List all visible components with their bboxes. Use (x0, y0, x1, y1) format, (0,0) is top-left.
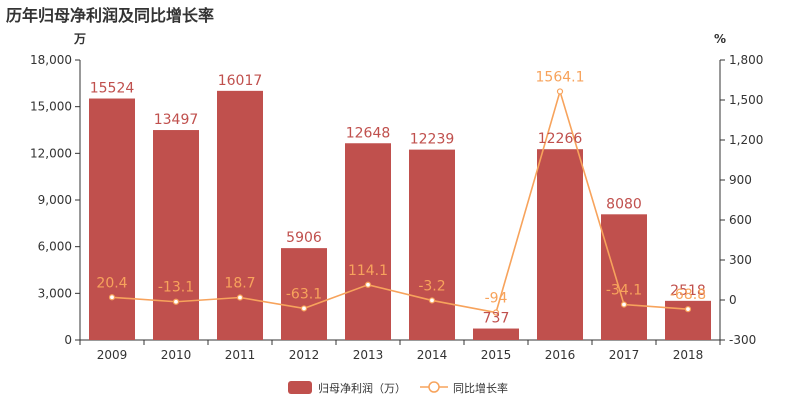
x-tick-label: 2009 (97, 348, 128, 362)
bar-value-label: 12266 (538, 131, 583, 147)
x-tick-label: 2013 (353, 348, 384, 362)
growth-point (108, 294, 116, 301)
bar (153, 130, 199, 340)
legend-line-marker (428, 381, 440, 393)
growth-point (300, 305, 308, 312)
right-tick-label: 0 (729, 293, 737, 307)
bar (473, 328, 519, 340)
growth-line-path (111, 88, 689, 314)
legend-bar-swatch (288, 381, 312, 394)
bar-value-label: 15524 (90, 81, 135, 97)
right-tick-label: 900 (729, 173, 752, 187)
bar (537, 149, 583, 340)
bar-value-label: 13497 (154, 112, 199, 128)
axes: 万 % 0 3,000 6,000 9,000 12,000 15,000 18,000 -300… (30, 32, 763, 362)
bar (601, 214, 647, 340)
x-tick-label: 2010 (161, 348, 192, 362)
right-axis-unit: % (714, 32, 726, 46)
x-tick-label: 2011 (225, 348, 256, 362)
data-labels: 15524 13497 16017 5906 12648 12239 737 12266 808… (90, 69, 706, 326)
x-tick-label: 2018 (673, 348, 704, 362)
right-tick-label: 300 (729, 253, 752, 267)
growth-value-label: -3.2 (418, 278, 445, 294)
bar (409, 149, 455, 340)
x-tick-label: 2012 (289, 348, 320, 362)
left-tick-label: 9,000 (38, 193, 72, 207)
growth-value-label: -94 (485, 291, 508, 307)
bar-value-label: 2518 (670, 283, 706, 299)
growth-value-label: 20.4 (96, 275, 127, 291)
growth-value-label: -68.8 (670, 287, 706, 303)
bar-value-label: 737 (483, 311, 510, 327)
chart-title: 历年归母净利润及同比增长率 (6, 6, 215, 25)
bar (217, 90, 263, 340)
left-axis-unit: 万 (73, 32, 86, 46)
bar-value-label: 8080 (606, 196, 642, 212)
bar (281, 248, 327, 340)
right-tick-label: 600 (729, 213, 752, 227)
growth-point (620, 301, 628, 308)
right-tick-label: 1,800 (729, 53, 763, 67)
bar-value-label: 5906 (286, 230, 322, 246)
growth-value-label: -63.1 (286, 286, 322, 302)
growth-point (684, 306, 692, 313)
left-tick-label: 15,000 (30, 100, 72, 114)
x-tick-label: 2014 (417, 348, 448, 362)
growth-value-label: -34.1 (606, 283, 642, 299)
growth-point (236, 294, 244, 301)
growth-point (556, 88, 564, 95)
growth-value-label: 18.7 (224, 276, 255, 292)
bar-value-label: 12648 (346, 125, 391, 141)
growth-line (108, 88, 692, 316)
growth-point (172, 298, 180, 305)
left-tick-label: 0 (64, 333, 72, 347)
right-tick-label: -300 (729, 333, 756, 347)
legend[interactable]: 归母净利润（万） 同比增长率 (288, 381, 508, 395)
x-tick-label: 2017 (609, 348, 640, 362)
legend-bar-label: 归母净利润（万） (318, 381, 406, 395)
bar-value-label: 12239 (410, 132, 455, 148)
growth-value-label: 114.1 (348, 263, 388, 279)
left-tick-label: 12,000 (30, 146, 72, 160)
growth-point (364, 281, 372, 288)
right-tick-label: 1,200 (729, 133, 763, 147)
bars (89, 90, 711, 340)
growth-point (428, 297, 436, 304)
growth-value-label: 1564.1 (536, 69, 585, 85)
growth-value-label: -13.1 (158, 280, 194, 296)
growth-point (492, 309, 500, 316)
left-tick-label: 18,000 (30, 53, 72, 67)
bar (89, 98, 135, 340)
bar (345, 143, 391, 340)
x-tick-label: 2016 (545, 348, 576, 362)
x-tick-label: 2015 (481, 348, 512, 362)
right-tick-label: 1,500 (729, 93, 763, 107)
left-tick-label: 6,000 (38, 240, 72, 254)
legend-line-label: 同比增长率 (453, 381, 508, 395)
bar-value-label: 16017 (218, 73, 263, 89)
left-tick-label: 3,000 (38, 286, 72, 300)
